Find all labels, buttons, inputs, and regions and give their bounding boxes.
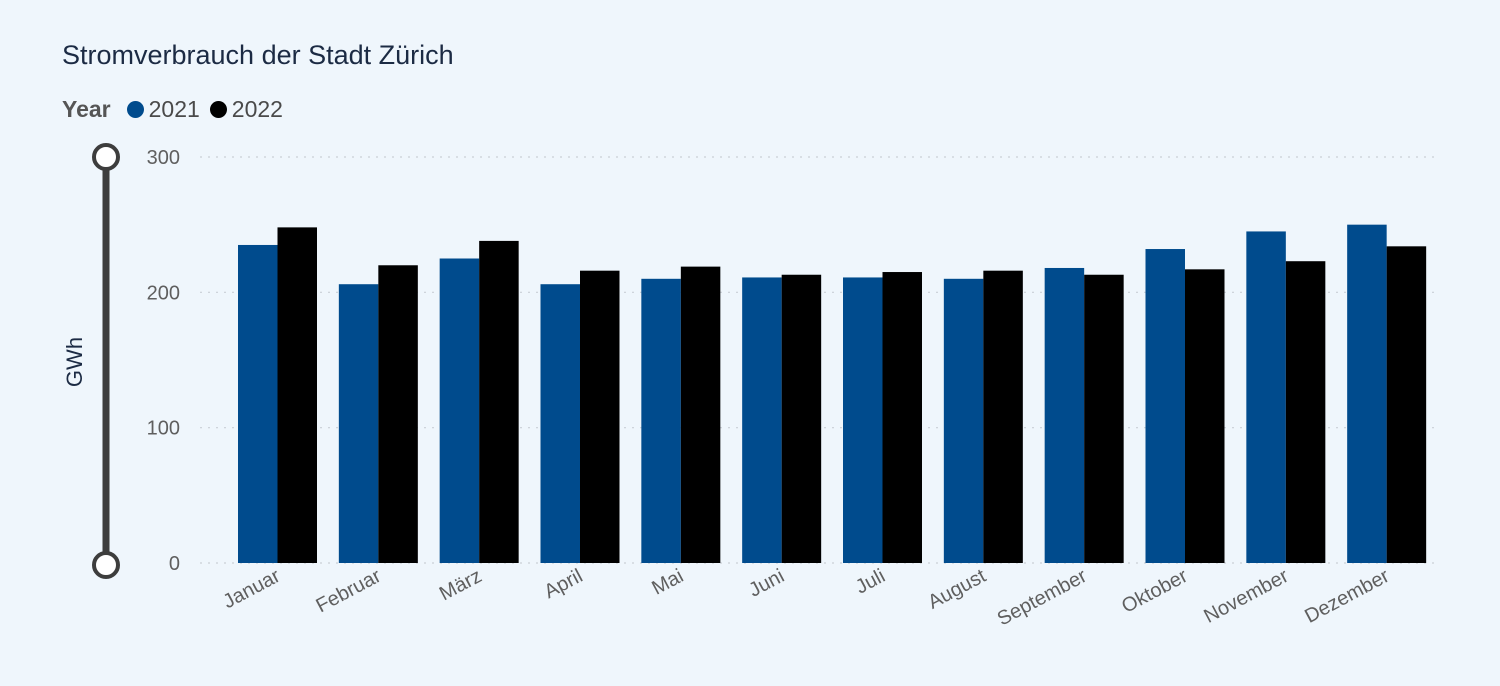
x-tick-label: Juli [852, 565, 889, 599]
legend-item-2022[interactable]: 2022 [209, 96, 283, 123]
x-tick-label: Mai [648, 565, 687, 600]
bar-2021-oktober[interactable] [1145, 249, 1186, 563]
y-tick-label: 100 [147, 418, 180, 440]
bar-2022-februar[interactable] [378, 265, 418, 563]
legend-title: Year [62, 96, 111, 122]
bar-2022-oktober[interactable] [1185, 269, 1225, 563]
legend-swatch-2022 [209, 101, 227, 118]
x-tick-label: Oktober [1118, 565, 1191, 618]
bar-2021-juli[interactable] [843, 277, 883, 563]
bar-2021-april[interactable] [540, 284, 581, 563]
x-axis-labels: Januar Februar März April Mai Juni Juli August S… [220, 565, 1394, 631]
bar-2022-juli[interactable] [882, 272, 923, 563]
x-tick-label: April [541, 565, 587, 603]
x-tick-label: Juni [745, 565, 788, 602]
bar-2021-dezember[interactable] [1347, 224, 1387, 563]
x-tick-label: September [994, 565, 1091, 631]
bar-2022-juni[interactable] [781, 274, 822, 563]
bar-2022-november[interactable] [1285, 261, 1326, 563]
x-tick-label: November [1200, 565, 1292, 628]
bar-2021-august[interactable] [943, 278, 984, 563]
bar-2021-juni[interactable] [742, 277, 782, 563]
legend: Year 2021 2022 [62, 96, 293, 123]
x-tick-label: Februar [313, 565, 385, 617]
x-tick-label: August [924, 565, 990, 614]
x-tick-label: März [436, 565, 486, 605]
y-tick-label: 200 [147, 282, 180, 304]
legend-swatch-2021 [126, 101, 144, 118]
bar-2021-februar[interactable] [338, 284, 379, 563]
bar-2022-märz[interactable] [479, 240, 519, 563]
x-tick-label: Dezember [1301, 565, 1393, 628]
bars [238, 224, 1427, 564]
y-tick-label: 300 [147, 147, 180, 169]
bar-2022-dezember[interactable] [1386, 246, 1427, 563]
bar-2022-januar[interactable] [277, 227, 318, 563]
y-tick-label: 0 [169, 553, 180, 575]
bar-2022-april[interactable] [580, 270, 620, 563]
chart-title: Stromverbrauch der Stadt Zürich [62, 40, 454, 70]
bar-2022-august[interactable] [983, 270, 1023, 563]
bar-2021-november[interactable] [1246, 231, 1286, 563]
legend-label-2021: 2021 [148, 96, 200, 122]
zoom-slider-top-handle[interactable] [92, 143, 120, 171]
bar-2021-september[interactable] [1044, 267, 1085, 563]
legend-item-2021[interactable]: 2021 [126, 96, 200, 123]
zoom-slider-bottom-handle[interactable] [92, 551, 120, 579]
y-axis-label: GWh [62, 337, 87, 387]
bar-2022-september[interactable] [1084, 274, 1124, 563]
bar-2021-januar[interactable] [238, 244, 278, 563]
bar-2022-mai[interactable] [680, 266, 721, 563]
x-tick-label: Januar [220, 565, 285, 613]
legend-label-2022: 2022 [231, 96, 283, 122]
bar-2021-mai[interactable] [641, 278, 681, 563]
y-axis-ticks: 0 100 200 300 [147, 147, 180, 575]
bar-2021-märz[interactable] [439, 258, 480, 564]
